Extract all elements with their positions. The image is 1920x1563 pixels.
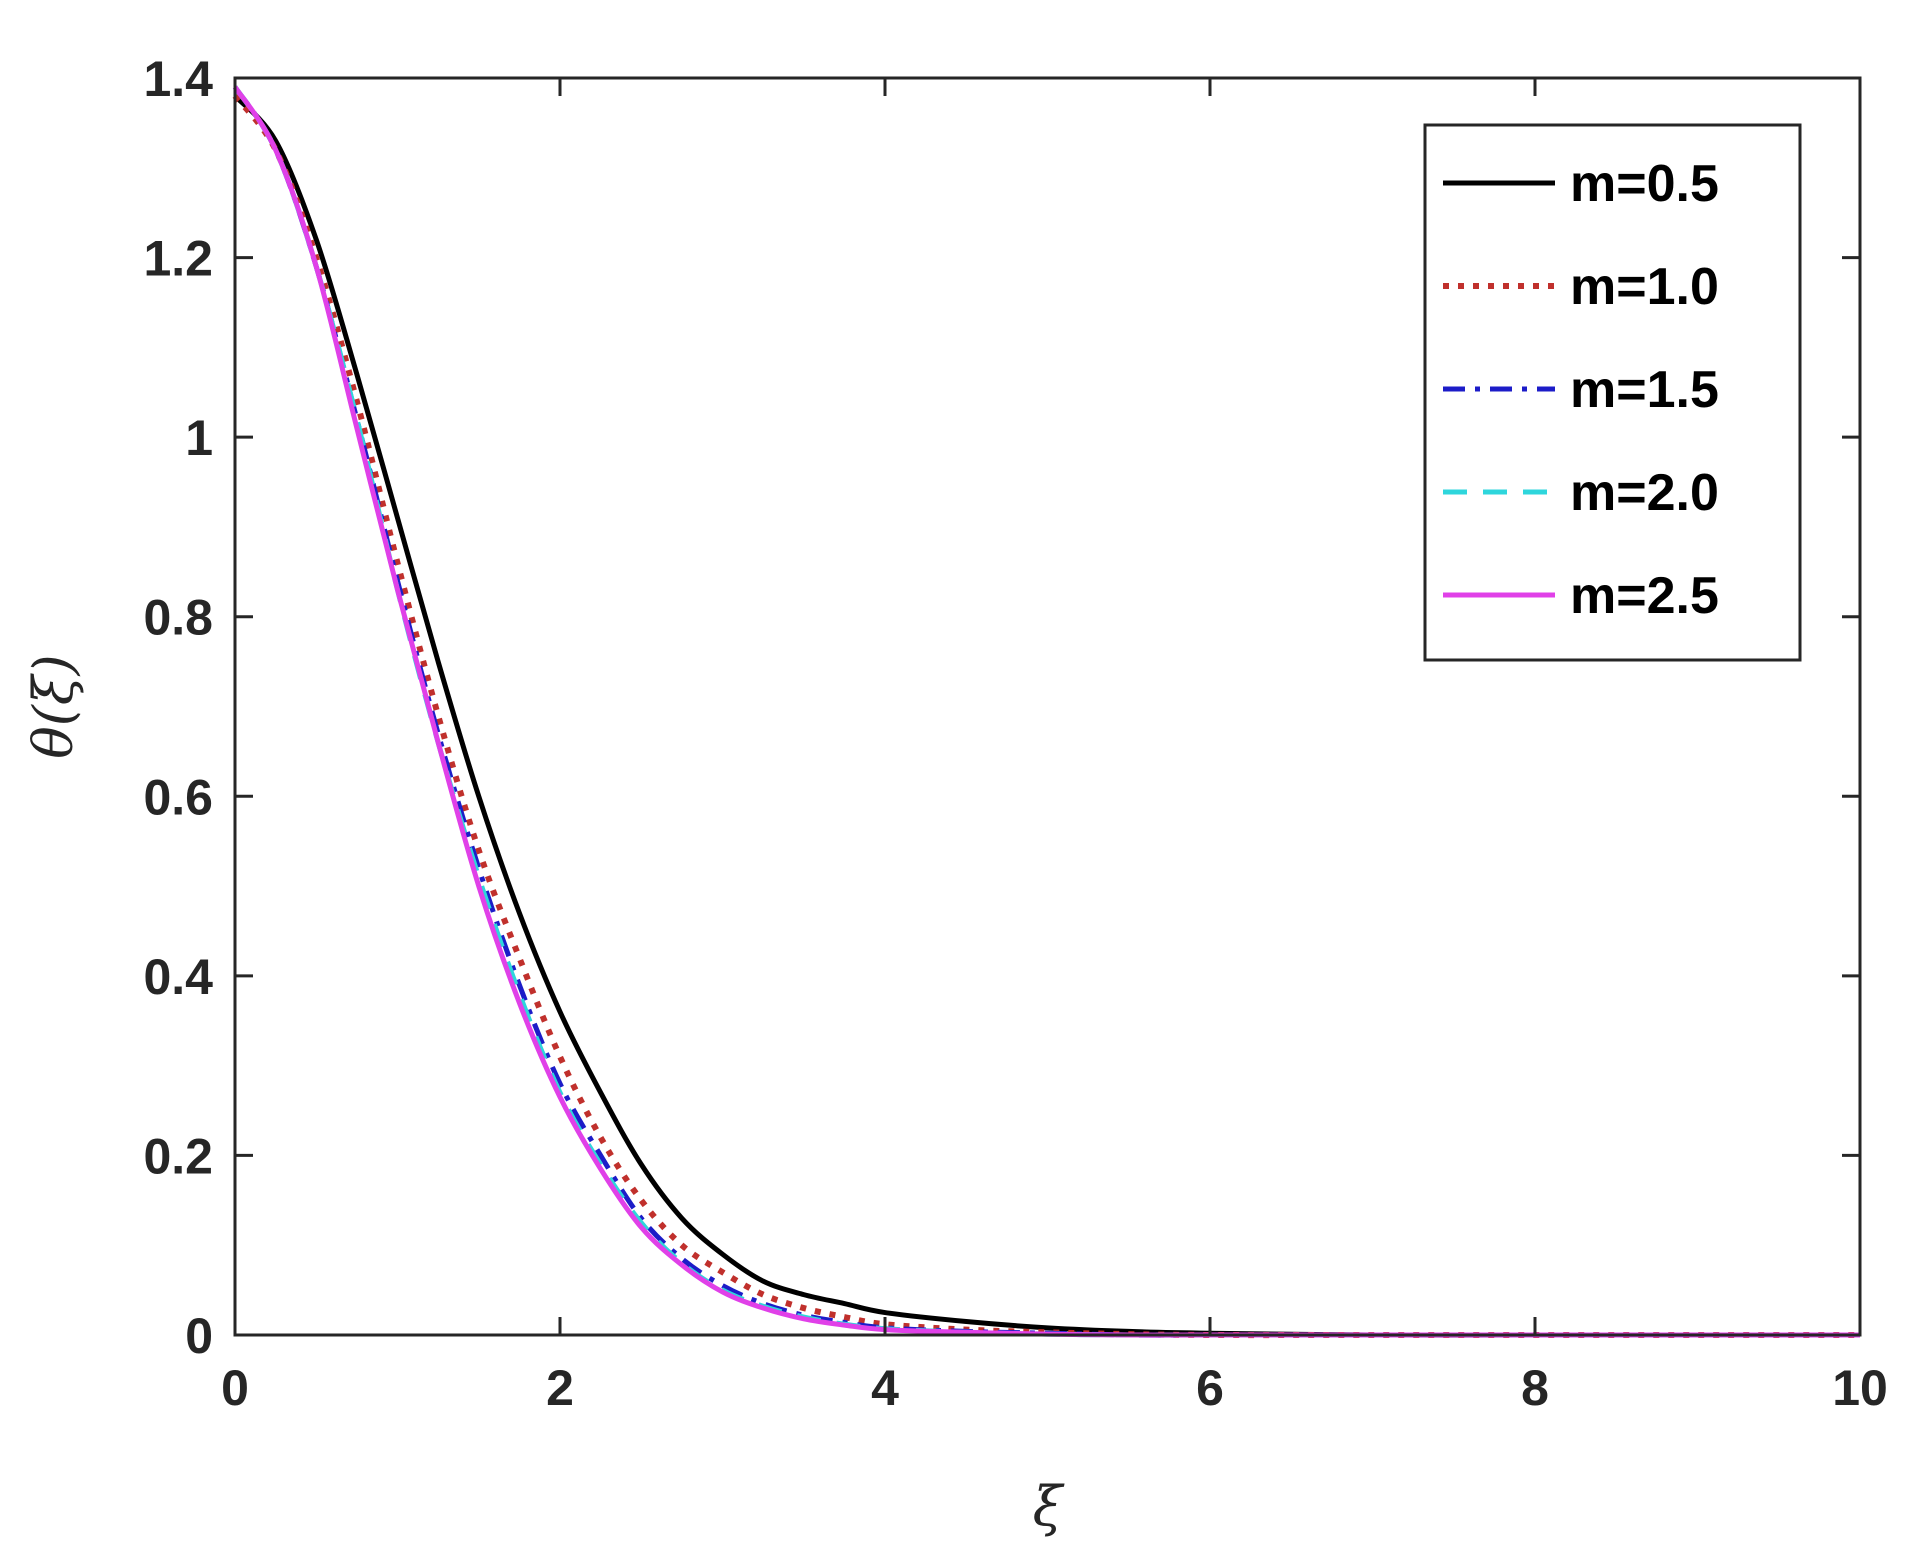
legend-box <box>1423 123 1802 662</box>
legend-label: m=2.5 <box>1570 567 1719 625</box>
y-tick-label: 0.6 <box>143 769 213 825</box>
y-tick-label: 1 <box>185 410 213 466</box>
legend-label: m=1.0 <box>1570 258 1719 316</box>
x-axis-label: ξ <box>1033 1475 1065 1538</box>
y-tick-label: 1.2 <box>143 231 213 287</box>
x-tick-label: 2 <box>546 1360 574 1416</box>
x-tick-label: 6 <box>1196 1360 1224 1416</box>
ticks <box>233 76 1862 1337</box>
axes-frame <box>233 76 1862 1337</box>
x-tick-label: 0 <box>221 1360 249 1416</box>
x-tick-label: 10 <box>1832 1360 1888 1416</box>
legend-label: m=1.5 <box>1570 361 1719 419</box>
legend-label: m=2.0 <box>1570 464 1719 522</box>
x-tick-label: 4 <box>871 1360 899 1416</box>
legend: m=0.5 m=1.0 m=1.5 m=2.0 m=2.5 <box>1423 123 1802 662</box>
legend-label: m=0.5 <box>1570 155 1719 213</box>
y-tick-label: 0.4 <box>143 949 213 1005</box>
x-tick-label: 8 <box>1521 1360 1549 1416</box>
y-axis-label: θ(ξ) <box>22 654 85 758</box>
y-tick-label: 0 <box>185 1308 213 1364</box>
y-tick-label: 1.4 <box>143 51 213 107</box>
y-tick-label: 0.8 <box>143 590 213 646</box>
y-tick-label: 0.2 <box>143 1128 213 1184</box>
tick-labels: 0 2 4 6 8 10 0 0.2 0.4 0.6 0.8 1 1.2 1.4 <box>143 51 1887 1416</box>
